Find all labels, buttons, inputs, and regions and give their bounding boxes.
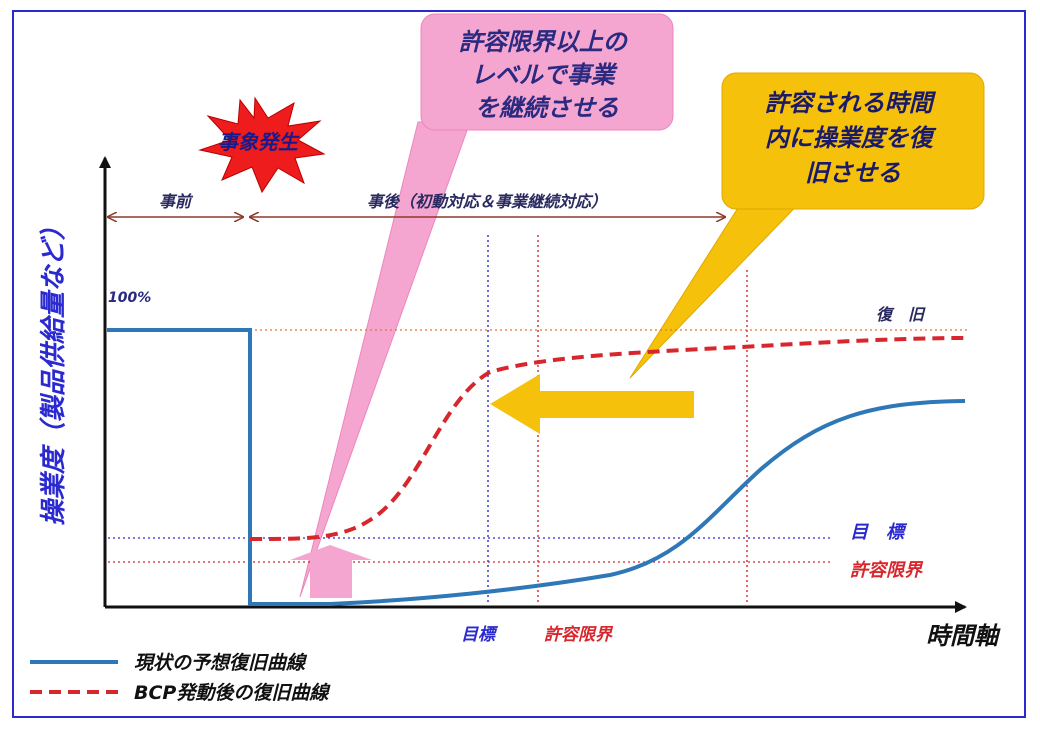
limit-label-bottom: 許容限界 — [544, 625, 614, 645]
y-axis-label: 操業度（製品供給量など） — [39, 214, 69, 526]
yellow-callout-line-1: 許容される時間 — [765, 89, 937, 117]
pink-callout-line-1: 許容限界以上の — [459, 28, 629, 56]
svg-text:許容限界以上の レベルで事業 を継続: 許容限界以上の レベルで事業 を継続させる — [459, 28, 635, 122]
bcp-recovery-curve — [249, 336, 966, 542]
pink-callout-line-3: を継続させる — [475, 94, 619, 122]
yellow-callout: 許容される時間 内に操業度を復 旧させる — [629, 72, 985, 379]
target-label-right: 目 標 — [850, 522, 908, 543]
legend-current-label: 現状の予想復旧曲線 — [134, 652, 308, 674]
pink-callout: 許容限界以上の レベルで事業 を継続させる — [299, 13, 674, 598]
legend: 現状の予想復旧曲線 BCP発動後の復旧曲線 — [30, 652, 331, 704]
x-axis-label: 時間軸 — [926, 622, 1001, 650]
restore-label: 復 旧 — [876, 305, 926, 324]
yellow-callout-line-3: 旧させる — [805, 159, 901, 187]
current-recovery-curve — [107, 328, 966, 606]
explosion-burst-icon: 事象発生 — [198, 96, 326, 194]
yellow-callout-line-2: 内に操業度を復 — [765, 124, 937, 152]
up-arrow-icon — [290, 545, 372, 598]
limit-label-right: 許容限界 — [850, 560, 924, 581]
target-label-bottom: 目標 — [461, 625, 499, 645]
event-label: 事象発生 — [218, 130, 300, 154]
svg-text:許容される時間 内に操業度を復 旧さ: 許容される時間 内に操業度を復 旧させる — [765, 89, 941, 187]
pink-callout-line-2: レベルで事業 — [471, 61, 618, 89]
left-arrow-icon — [490, 374, 694, 434]
after-label: 事後（初動対応＆事業継続対応） — [367, 192, 607, 211]
before-label: 事前 — [159, 192, 194, 211]
hundred-percent-label: 100% — [108, 290, 151, 306]
legend-bcp-label: BCP発動後の復旧曲線 — [134, 682, 331, 704]
diagram-frame — [12, 10, 1026, 718]
